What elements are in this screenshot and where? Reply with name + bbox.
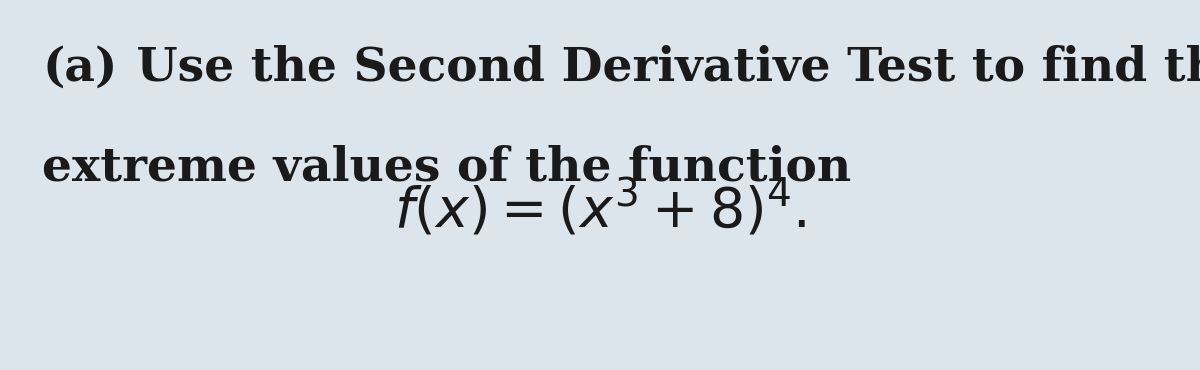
Text: (a): (a) xyxy=(42,44,118,90)
Text: Use the Second Derivative Test to find the local: Use the Second Derivative Test to find t… xyxy=(120,44,1200,90)
Text: $f(x) = (x^3 + 8)^4.$: $f(x) = (x^3 + 8)^4.$ xyxy=(394,178,806,240)
Text: extreme values of the function: extreme values of the function xyxy=(42,144,851,190)
